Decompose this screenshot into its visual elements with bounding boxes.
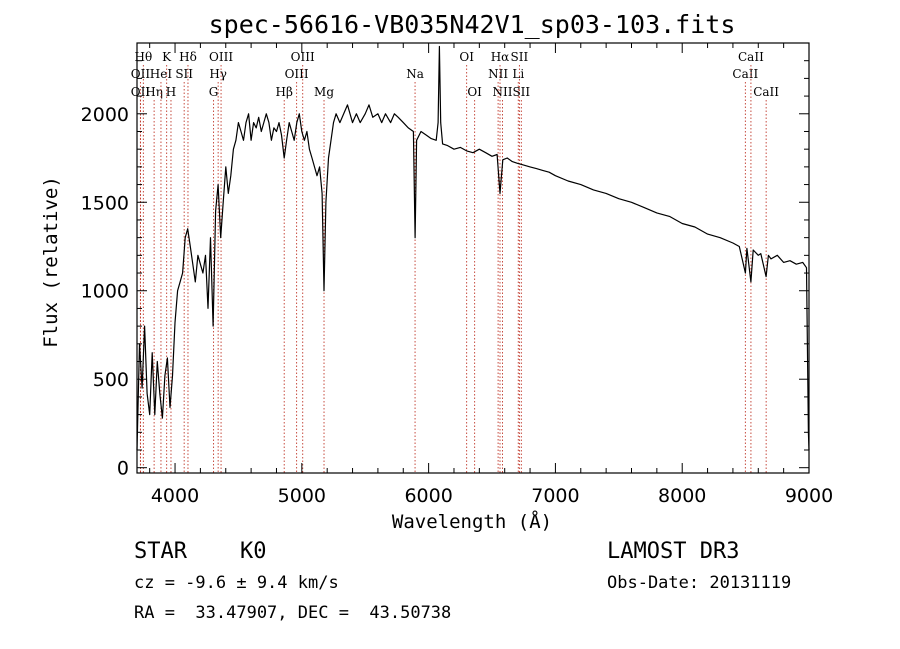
spectral-line-label: CaII [732, 67, 758, 81]
spectral-line-label: Hβ [276, 85, 293, 99]
y-tick-label: 1500 [81, 192, 129, 214]
spectral-line-label: CaII [753, 85, 779, 99]
spectral-line-label: Hη [145, 85, 163, 99]
spectral-line-label: CaII [738, 50, 764, 64]
spectral-line-label: Hγ [209, 67, 227, 81]
observation-date: Obs-Date: 20131119 [607, 573, 792, 593]
spectral-line-label: Hα [491, 50, 510, 64]
spectral-line-label: OI [459, 50, 474, 64]
spectral-line-label: SII [511, 50, 529, 64]
y-axis-label: Flux (relative) [40, 176, 62, 348]
spectral-line-label: H [166, 85, 176, 99]
spectral-line-label: Li [512, 67, 524, 81]
spectral-line-label: Hδ [179, 50, 197, 64]
y-tick-label: 2000 [81, 104, 129, 126]
spectral-line-label: K [162, 50, 172, 64]
axis-ticks: 4000 5000 6000 7000 8000 9000 0 500 1000 1500 2000 [81, 43, 833, 507]
x-tick-label: 4000 [151, 485, 199, 507]
spectral-line-label: OIII [285, 67, 309, 81]
survey-name: LAMOST DR3 [607, 539, 740, 564]
x-tick-label: 9000 [785, 485, 833, 507]
y-tick-label: 500 [93, 369, 129, 391]
x-tick-label: 8000 [658, 485, 706, 507]
spectral-line-label: HeI [150, 67, 173, 81]
spectral-line-label: NII [488, 67, 508, 81]
x-tick-label: 7000 [531, 485, 579, 507]
chart-title: spec-56616-VB035N42V1_sp03-103.fits [209, 10, 736, 39]
spectral-line-label: OIII [291, 50, 315, 64]
spectral-line-label: OII [131, 67, 151, 81]
ra-dec-coordinates: RA = 33.47907, DEC = 43.50738 [134, 603, 452, 623]
spectral-line-markers: HθOIIOIIHηHeIKHSIIHδGHγOIIIHβOIIIOIIIMgN… [131, 50, 779, 473]
spectral-line-label: OIII [209, 50, 233, 64]
spectral-line-label: SII [512, 85, 530, 99]
spectral-line-label: OII [131, 85, 151, 99]
x-axis-label: Wavelength (Å) [392, 510, 552, 533]
spectral-line-label: NII [493, 85, 513, 99]
spectral-line-label: Na [406, 67, 424, 81]
x-tick-label: 6000 [404, 485, 452, 507]
spectral-class: STAR K0 [134, 539, 267, 564]
plot-frame [136, 42, 810, 474]
redshift-velocity: cz = -9.6 ± 9.4 km/s [134, 573, 339, 593]
x-tick-label: 5000 [278, 485, 326, 507]
y-tick-label: 1000 [81, 281, 129, 303]
spectral-line-label: OI [467, 85, 482, 99]
spectral-line-label: SII [175, 67, 193, 81]
spectral-line-label: G [209, 85, 219, 99]
spectral-line-label: Mg [314, 85, 334, 99]
spectrum-series-line [136, 45, 810, 451]
y-tick-label: 0 [117, 458, 129, 480]
